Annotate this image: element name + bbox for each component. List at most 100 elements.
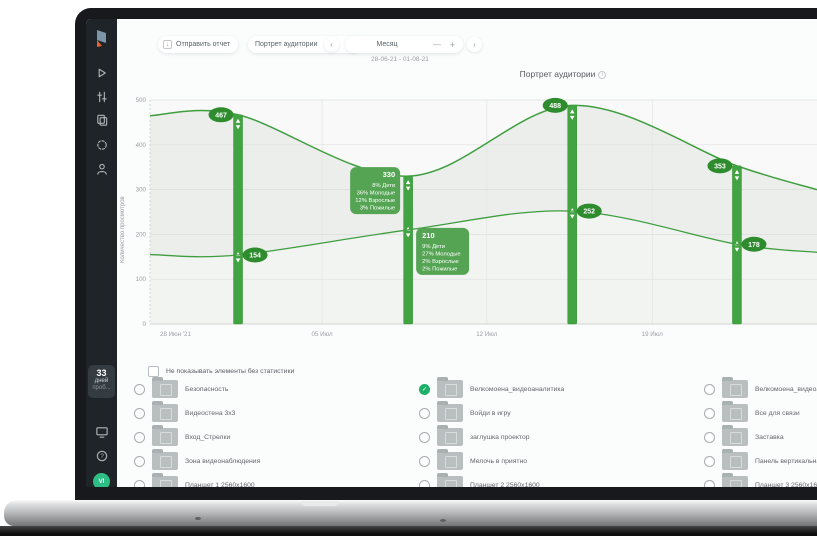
sidebar-item-screens[interactable] [95, 425, 109, 439]
sidebar-item-content[interactable] [95, 113, 109, 127]
svg-text:3% Пожилые: 3% Пожилые [360, 206, 395, 212]
y-axis-label: Количество просмотров [120, 196, 126, 264]
svg-text:9% Дети: 9% Дети [422, 244, 445, 250]
hide-empty-filter[interactable]: Не показывать элементы без статистики [148, 366, 294, 377]
folder-icon [722, 425, 748, 446]
folder-icon [722, 401, 748, 422]
list-item[interactable]: заглушка проектор [419, 425, 703, 449]
item-radio[interactable] [419, 479, 430, 487]
list-item[interactable]: Велкомоена_видеоаналитика [419, 377, 703, 401]
svg-text:252: 252 [583, 209, 595, 216]
list-item[interactable]: Вход_Стрелки [134, 425, 418, 449]
list-item[interactable]: Планшет 2 2560x1600 [419, 473, 703, 487]
svg-text:8% Дети: 8% Дети [372, 183, 395, 189]
svg-text:2% Взрослые: 2% Взрослые [422, 259, 459, 265]
prev-period-button[interactable]: ‹ [324, 37, 339, 52]
sidebar-item-play[interactable] [95, 66, 109, 80]
folder-icon [722, 449, 748, 470]
folder-icon [152, 449, 178, 470]
monitor-icon [96, 427, 108, 438]
info-icon[interactable]: i [598, 71, 607, 79]
list-item[interactable]: Войди в игру [419, 401, 703, 425]
svg-text:200: 200 [136, 231, 147, 238]
item-radio[interactable] [704, 383, 715, 395]
svg-text:?: ? [100, 453, 104, 460]
item-radio[interactable] [704, 479, 715, 487]
svg-text:36% Молодые: 36% Молодые [357, 191, 396, 197]
period-selector[interactable]: Месяц — + [345, 36, 463, 53]
chart-title: Портрет аудитории i [473, 69, 653, 79]
send-report-label: Отправить отчет [176, 41, 231, 48]
laptop-notch [302, 501, 338, 506]
download-icon: ↓ [163, 40, 172, 49]
svg-text:330: 330 [383, 170, 396, 179]
folder-icon [437, 377, 463, 398]
svg-text:488: 488 [549, 103, 561, 110]
sidebar-item-settings[interactable] [95, 138, 109, 152]
hide-empty-checkbox[interactable] [148, 366, 159, 377]
gear-icon [97, 140, 107, 150]
item-radio[interactable] [134, 383, 145, 395]
filter-column-3: Велкомоена_видеоаналити Все для связи За… [704, 377, 817, 487]
folder-icon [437, 425, 463, 446]
app-logo [97, 30, 106, 47]
list-item[interactable]: Заставка [704, 425, 817, 449]
svg-text:210: 210 [422, 231, 435, 240]
list-item[interactable]: Планшет 1 2560x1600 [134, 473, 418, 487]
laptop-screen: 33 дней проб... ? VI ↓ Отправить отчет П… [86, 19, 817, 487]
folder-icon [152, 473, 178, 487]
svg-text:100: 100 [136, 276, 147, 283]
item-radio[interactable] [134, 479, 145, 487]
svg-text:0: 0 [143, 321, 147, 328]
filter-column-1: Безопасность Видеостена 3x3 Вход_Стрелки… [134, 377, 418, 487]
item-radio[interactable] [419, 455, 430, 467]
svg-text:19 Июл: 19 Июл [642, 331, 664, 338]
folder-icon [152, 425, 178, 446]
folder-icon [437, 473, 463, 487]
svg-text:28 Июн '21: 28 Июн '21 [160, 331, 191, 338]
list-item[interactable]: Планшет 3 2560x1600 [704, 473, 817, 487]
pages-icon [97, 114, 108, 126]
sidebar-item-help[interactable]: ? [95, 449, 109, 463]
user-avatar[interactable]: VI [93, 473, 110, 487]
list-item[interactable]: Зона видеонаблюдения [134, 449, 418, 473]
svg-text:178: 178 [748, 242, 760, 249]
item-radio[interactable] [419, 383, 430, 395]
sidebar-item-stats[interactable] [95, 90, 109, 104]
item-radio[interactable] [134, 407, 145, 419]
list-item[interactable]: Безопасность [134, 377, 418, 401]
equalizer-icon [97, 91, 107, 103]
svg-text:300: 300 [136, 187, 147, 194]
list-item[interactable]: Видеостена 3x3 [134, 401, 418, 425]
list-item[interactable]: Мелочь в приятно [419, 449, 703, 473]
hide-empty-label: Не показывать элементы без статистики [166, 368, 295, 375]
sidebar-item-users[interactable] [95, 162, 109, 176]
item-radio[interactable] [704, 407, 715, 419]
send-report-button[interactable]: ↓ Отправить отчет [158, 36, 238, 53]
item-radio[interactable] [419, 431, 430, 443]
item-radio[interactable] [419, 407, 430, 419]
folder-icon [722, 377, 748, 398]
list-item[interactable]: Все для связи [704, 401, 817, 425]
folder-icon [152, 401, 178, 422]
folder-icon [722, 473, 748, 487]
svg-text:27% Молодые: 27% Молодые [422, 251, 461, 257]
list-item[interactable]: Панель вертикальная внутр [704, 449, 817, 473]
item-radio[interactable] [704, 431, 715, 443]
trial-badge[interactable]: 33 дней проб... [88, 365, 115, 398]
item-radio[interactable] [134, 431, 145, 443]
item-radio[interactable] [134, 455, 145, 467]
sidebar: 33 дней проб... ? VI [86, 19, 117, 487]
svg-text:05 Июл: 05 Июл [312, 331, 334, 338]
list-item[interactable]: Велкомоена_видеоаналити [704, 377, 817, 401]
play-icon [98, 68, 106, 78]
zoom-out-button[interactable]: — [433, 40, 441, 49]
zoom-in-button[interactable]: + [449, 39, 455, 50]
item-radio[interactable] [704, 455, 715, 467]
svg-text:353: 353 [714, 163, 726, 170]
svg-text:12% Взрослые: 12% Взрослые [355, 198, 395, 204]
folder-icon [152, 377, 178, 398]
next-period-button[interactable]: › [467, 37, 482, 52]
